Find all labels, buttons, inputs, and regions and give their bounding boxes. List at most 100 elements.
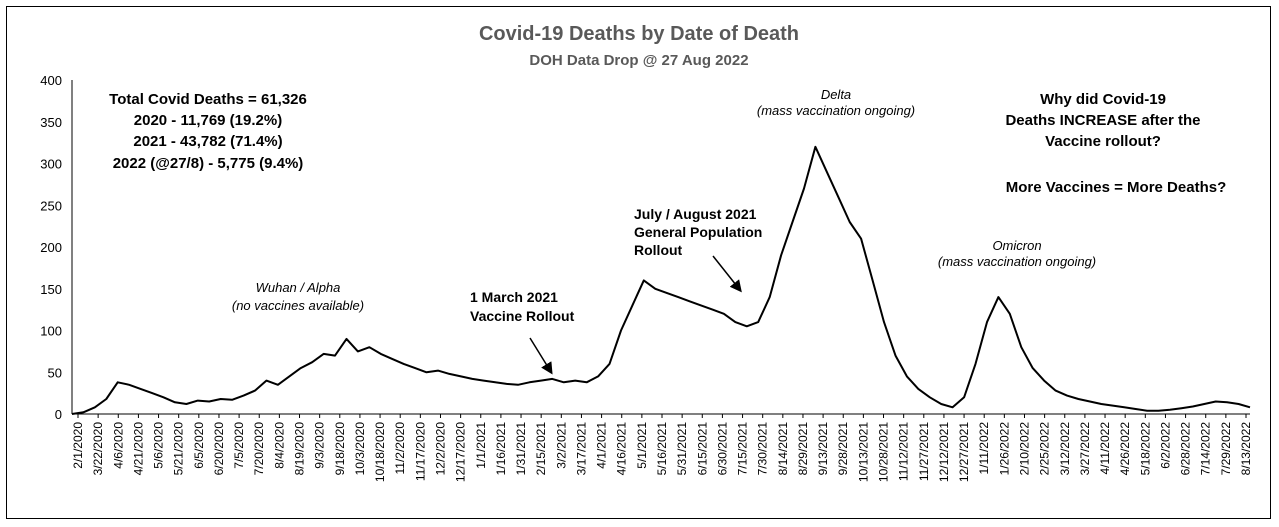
x-tick-labels: 2/1/2020 3/22/2020 4/6/2020 4/21/2020 5/6/20… [71,414,1253,482]
y-tick-label: 300 [40,157,62,172]
x-tick-label: 4/11/2022 [1098,422,1112,475]
x-tick-label: 1/26/2022 [997,422,1011,476]
annotation-march-line-1: 1 March 2021 [470,289,558,305]
totals-block: Total Covid Deaths = 61,326 2020 - 11,76… [109,91,307,172]
x-tick-label: 5/6/2020 [152,422,166,469]
y-tick-label: 200 [40,240,62,255]
x-tick-label: 9/18/2020 [333,422,347,476]
x-tick-label: 7/15/2021 [736,422,750,476]
x-tick-label: 4/21/2020 [131,422,145,476]
x-tick-label: 5/31/2021 [675,422,689,476]
x-tick-label: 10/28/2021 [877,422,891,482]
x-tick-label: 2/1/2020 [71,422,85,469]
annotation-delta-title: Delta [821,87,851,102]
x-tick-label: 7/14/2022 [1199,422,1213,476]
x-tick-label: 10/3/2020 [353,422,367,476]
x-tick-label: 8/4/2020 [272,422,286,469]
y-tick-label: 50 [48,365,62,380]
annotation-omicron-note: (mass vaccination ongoing) [938,254,1096,269]
y-tick-label: 350 [40,115,62,130]
annotation-omicron-title: Omicron [992,238,1041,253]
x-tick-label: 2/25/2022 [1038,422,1052,476]
x-tick-label: 12/27/2021 [957,422,971,482]
rollout-annotations: 1 March 2021 Vaccine Rollout July / Augu… [470,206,762,324]
question-line-1: Why did Covid-19 [1040,91,1166,108]
more-vaccines-text: More Vaccines = More Deaths? [1006,179,1227,196]
x-tick-label: 5/1/2021 [635,422,649,469]
x-tick-label: 10/13/2021 [856,422,870,482]
totals-line-4: 2022 (@27/8) - 5,775 (9.4%) [113,155,304,172]
x-tick-label: 5/18/2022 [1138,422,1152,476]
x-tick-label: 9/3/2020 [313,422,327,469]
x-tick-label: 4/1/2021 [595,422,609,469]
x-tick-label: 6/28/2022 [1179,422,1193,476]
x-tick-label: 3/22/2020 [91,422,105,476]
x-tick-label: 9/28/2021 [836,422,850,476]
annotation-july-line-1: July / August 2021 [634,206,757,222]
x-tick-label: 1/11/2022 [977,422,991,475]
x-tick-label: 5/21/2020 [172,422,186,476]
annotation-march-line-2: Vaccine Rollout [470,308,575,324]
x-tick-label: 7/20/2020 [252,422,266,476]
x-tick-label: 11/12/2021 [897,422,911,481]
x-tick-label: 2/15/2021 [534,422,548,476]
totals-line-2: 2020 - 11,769 (19.2%) [134,112,282,129]
x-tick-label: 3/17/2021 [574,422,588,476]
x-tick-label: 6/20/2020 [212,422,226,476]
totals-line-3: 2021 - 43,782 (71.4%) [133,133,282,150]
x-tick-label: 3/27/2022 [1078,422,1092,476]
chart-frame [6,6,1271,519]
chart-title: Covid-19 Deaths by Date of Death [479,23,799,45]
x-tick-label: 6/15/2021 [695,422,709,476]
y-tick-label: 150 [40,282,62,297]
x-tick-label: 7/30/2021 [756,422,770,476]
chart-subtitle: DOH Data Drop @ 27 Aug 2022 [529,52,748,69]
x-tick-label: 3/12/2022 [1058,422,1072,476]
annotation-july-line-2: General Population [634,224,762,240]
x-tick-label: 8/13/2022 [1239,422,1253,476]
annotation-wuhan-note: (no vaccines available) [232,298,364,313]
x-tick-label: 2/10/2022 [1017,422,1031,476]
x-tick-label: 11/27/2021 [917,422,931,481]
x-tick-label: 1/16/2021 [494,422,508,476]
x-tick-label: 8/19/2020 [293,422,307,476]
annotation-july-line-3: Rollout [634,242,683,258]
totals-line-1: Total Covid Deaths = 61,326 [109,91,307,108]
question-line-2: Deaths INCREASE after the [1005,112,1200,129]
x-tick-label: 6/30/2021 [715,422,729,476]
x-tick-label: 6/5/2020 [192,422,206,469]
x-tick-label: 4/6/2020 [111,422,125,469]
series-line-deaths [71,145,1251,415]
y-tick-labels: 0 50 100 150 200 250 300 350 400 [40,73,62,422]
x-tick-label: 3/2/2021 [554,422,568,469]
annotation-wuhan-title: Wuhan / Alpha [256,280,341,295]
annotation-delta-note: (mass vaccination ongoing) [757,103,915,118]
x-tick-label: 12/2/2020 [433,422,447,476]
x-tick-label: 6/2/2022 [1158,422,1172,469]
x-tick-label: 11/2/2020 [393,422,407,475]
annotations: Wuhan / Alpha (no vaccines available) De… [232,87,1096,313]
x-tick-label: 7/5/2020 [232,422,246,469]
x-tick-label: 8/29/2021 [796,422,810,476]
y-tick-label: 0 [55,407,62,422]
arrow-march-rollout [529,337,553,375]
x-tick-label: 1/1/2021 [474,422,488,469]
x-tick-label: 4/16/2021 [615,422,629,476]
y-tick-label: 250 [40,198,62,213]
arrow-july-rollout [712,255,742,293]
y-tick-label: 100 [40,324,62,339]
question-block: Why did Covid-19 Deaths INCREASE after t… [1005,91,1226,196]
question-line-3: Vaccine rollout? [1045,133,1161,150]
x-tick-label: 12/12/2021 [937,422,951,482]
x-tick-label: 10/18/2020 [373,422,387,482]
x-tick-label: 9/13/2021 [816,422,830,476]
x-tick-label: 12/17/2020 [454,422,468,482]
y-tick-label: 400 [40,73,62,88]
x-tick-label: 11/17/2020 [413,422,427,481]
x-tick-label: 5/16/2021 [655,422,669,476]
x-tick-label: 8/14/2021 [776,422,790,476]
x-tick-label: 7/29/2022 [1219,422,1233,476]
x-tick-label: 4/26/2022 [1118,422,1132,476]
x-tick-label: 1/31/2021 [514,422,528,476]
